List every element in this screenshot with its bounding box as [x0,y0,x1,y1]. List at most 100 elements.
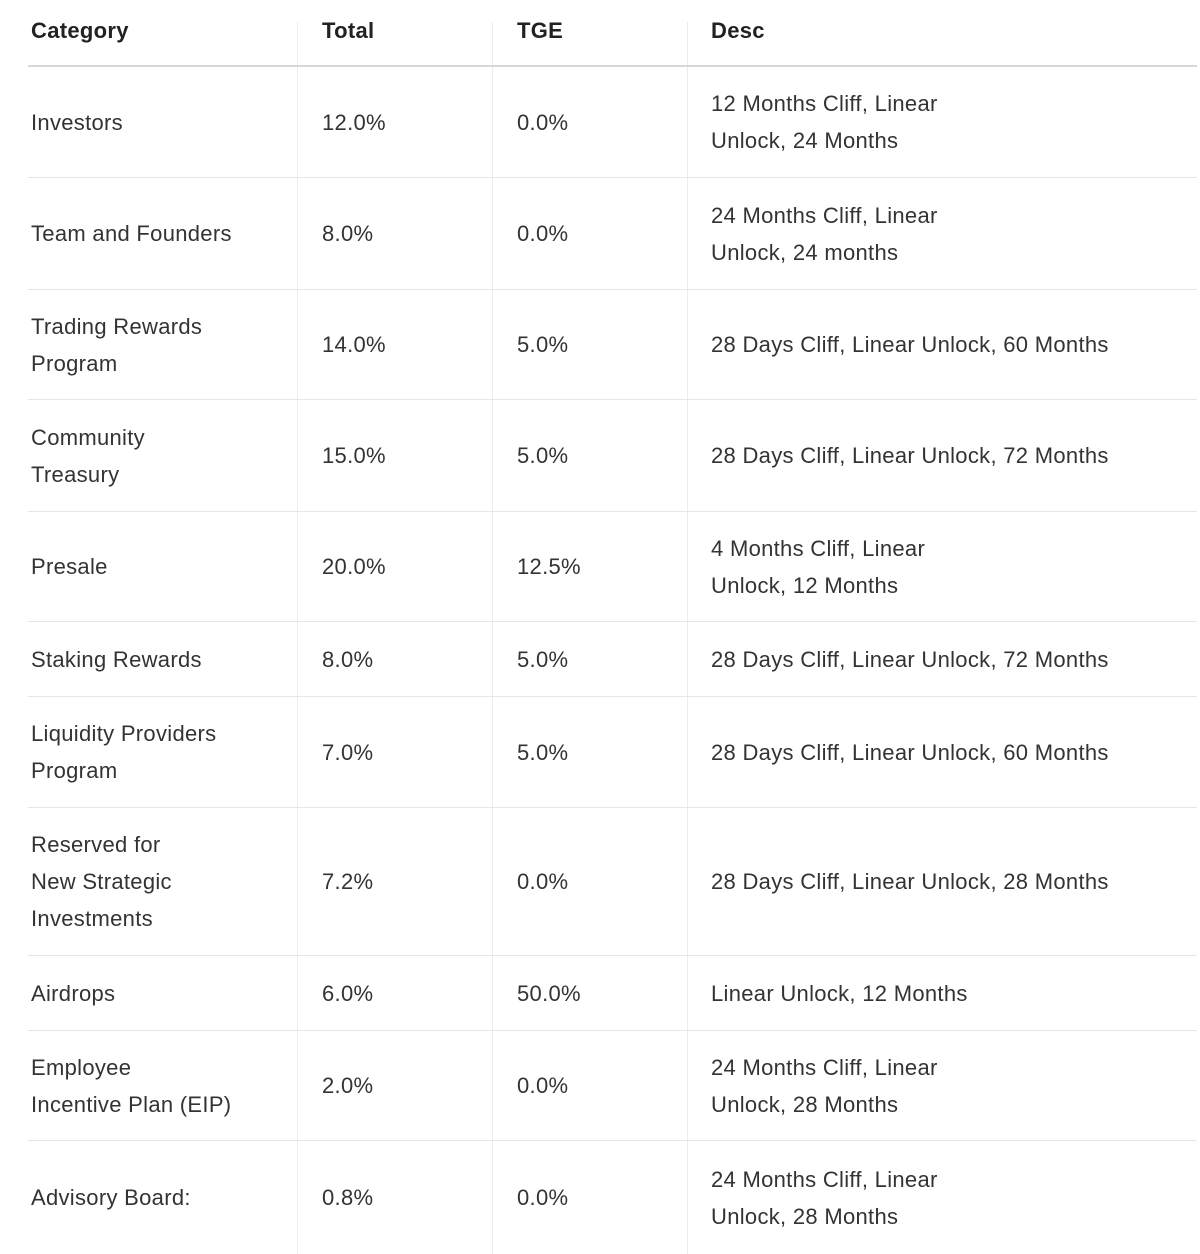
header-cell: Desc [711,18,765,43]
cell-text: Unlock, 28 Months [711,1203,899,1229]
table-cell: Community Treasury [31,400,296,511]
table-cell: 7.2% [322,808,512,955]
table-cell: 0.0% [517,808,707,955]
table-cell: 24 Months Cliff, Linear Unlock, 24 months [711,178,1197,289]
cell-text: Team and Founders [31,221,232,246]
cell-text: Employee [31,1054,132,1080]
table-cell: 12 Months Cliff, Linear Unlock, 24 Months [711,67,1197,177]
cell-text: 12.0% [322,109,386,135]
table-cell: 0.0% [517,178,707,289]
cell-text: New Strategic [31,869,172,894]
cell-text: Community [31,424,145,450]
table-cell: 24 Months Cliff, Linear Unlock, 28 Months [711,1141,1197,1254]
table-cell: 2.0% [322,1031,512,1140]
table-cell: 5.0% [517,622,707,696]
table-row: Employee Incentive Plan (EIP) 2.0% 0.0% 24 M… [28,1031,1197,1141]
cell-text: 14.0% [322,332,386,357]
table-cell: 50.0% [517,956,707,1030]
cell-text: 24 Months Cliff, Linear [711,202,938,228]
cell-text: 8.0% [322,221,374,246]
table-row: Staking Rewards 8.0% 5.0% 28 Days Cliff, Li… [28,622,1197,697]
table-cell: Investors [31,67,296,177]
cell-text: 24 Months Cliff, Linear [711,1166,938,1192]
header-cell: Total [322,18,375,43]
table-cell: 28 Days Cliff, Linear Unlock, 60 Months [711,290,1197,399]
cell-text: Unlock, 12 Months [711,572,899,598]
cell-text: 5.0% [517,443,569,468]
cell-text: 0.0% [517,1185,569,1210]
cell-text: 20.0% [322,554,386,579]
table-cell: 15.0% [322,400,512,511]
table-cell: Advisory Board: [31,1141,296,1254]
cell-text: Advisory Board: [31,1185,191,1210]
cell-text: 6.0% [322,980,374,1006]
cell-text: Presale [31,554,108,579]
cell-text: 28 Days Cliff, Linear Unlock, 72 Months [711,443,1109,468]
cell-text: Trading Rewards [31,313,203,339]
table-row: Investors 12.0% 0.0% 12 Months Cliff, Linea… [28,67,1197,178]
table-cell: Linear Unlock, 12 Months [711,956,1197,1030]
table-cell: 0.0% [517,1031,707,1140]
cell-text: Reserved for [31,832,161,857]
cell-text: Liquidity Providers [31,721,217,746]
cell-text: 15.0% [322,443,386,468]
cell-text: 28 Days Cliff, Linear Unlock, 72 Months [711,646,1109,672]
table-cell: 28 Days Cliff, Linear Unlock, 72 Months [711,622,1197,696]
table-row: Advisory Board: 0.8% 0.0% 24 Months Cliff, … [28,1141,1197,1254]
table-row: Liquidity Providers Program 7.0% 5.0% 28 Day… [28,697,1197,808]
cell-text: 28 Days Cliff, Linear Unlock, 60 Months [711,332,1109,357]
cell-text: Treasury [31,461,120,487]
table-cell: 0.0% [517,67,707,177]
table-row: Team and Founders 8.0% 0.0% 24 Months Cliff… [28,178,1197,290]
cell-text: 0.8% [322,1185,374,1210]
cell-text: Unlock, 28 Months [711,1091,899,1117]
cell-text: Investments [31,906,153,931]
cell-text: Program [31,350,118,376]
cell-text: 5.0% [517,332,569,357]
cell-text: 4 Months Cliff, Linear [711,535,926,561]
cell-text: 7.0% [322,739,374,765]
table-cell: 6.0% [322,956,512,1030]
table-row: Reserved for New Strategic Investments 7.2%… [28,808,1197,956]
table-row: Trading Rewards Program 14.0% 5.0% 28 Days C… [28,290,1197,400]
table-cell: Team and Founders [31,178,296,289]
table-cell: 5.0% [517,400,707,511]
header-cell: TGE [517,18,564,43]
cell-text: 8.0% [322,646,374,672]
cell-text: 0.0% [517,869,569,894]
table-cell: 28 Days Cliff, Linear Unlock, 28 Months [711,808,1197,955]
cell-text: 12.5% [517,554,581,579]
table-cell: 8.0% [322,622,512,696]
cell-text: Unlock, 24 months [711,239,899,265]
cell-text: 5.0% [517,739,569,765]
table-cell: Trading Rewards Program [31,290,296,399]
cell-text: 28 Days Cliff, Linear Unlock, 28 Months [711,869,1109,894]
cell-text: Program [31,758,118,783]
cell-text: 0.0% [517,1073,569,1098]
cell-text: Unlock, 24 Months [711,128,899,153]
table-row: Community Treasury 15.0% 5.0% 28 Days Cliff,… [28,400,1197,512]
table-cell: 5.0% [517,697,707,807]
column-divider [297,22,298,1254]
table-cell: 7.0% [322,697,512,807]
table-cell: 14.0% [322,290,512,399]
column-divider [492,22,493,1254]
table-cell: Staking Rewards [31,622,296,696]
cell-text: 28 Days Cliff, Linear Unlock, 60 Months [711,739,1109,765]
table-cell: 0.0% [517,1141,707,1254]
table-cell: 0.8% [322,1141,512,1254]
cell-text: Airdrops [31,980,116,1006]
cell-text: 50.0% [517,980,581,1006]
cell-text: Investors [31,109,123,135]
cell-text: 12 Months Cliff, Linear [711,91,938,116]
cell-text: 2.0% [322,1073,374,1098]
table-row: Presale 20.0% 12.5% 4 Months Cliff, Linear U… [28,512,1197,622]
cell-text: 0.0% [517,109,569,135]
cell-text: 7.2% [322,869,374,894]
cell-text: Linear Unlock, 12 Months [711,980,968,1006]
table-cell: 5.0% [517,290,707,399]
table-cell: Employee Incentive Plan (EIP) [31,1031,296,1140]
column-divider [687,22,688,1254]
